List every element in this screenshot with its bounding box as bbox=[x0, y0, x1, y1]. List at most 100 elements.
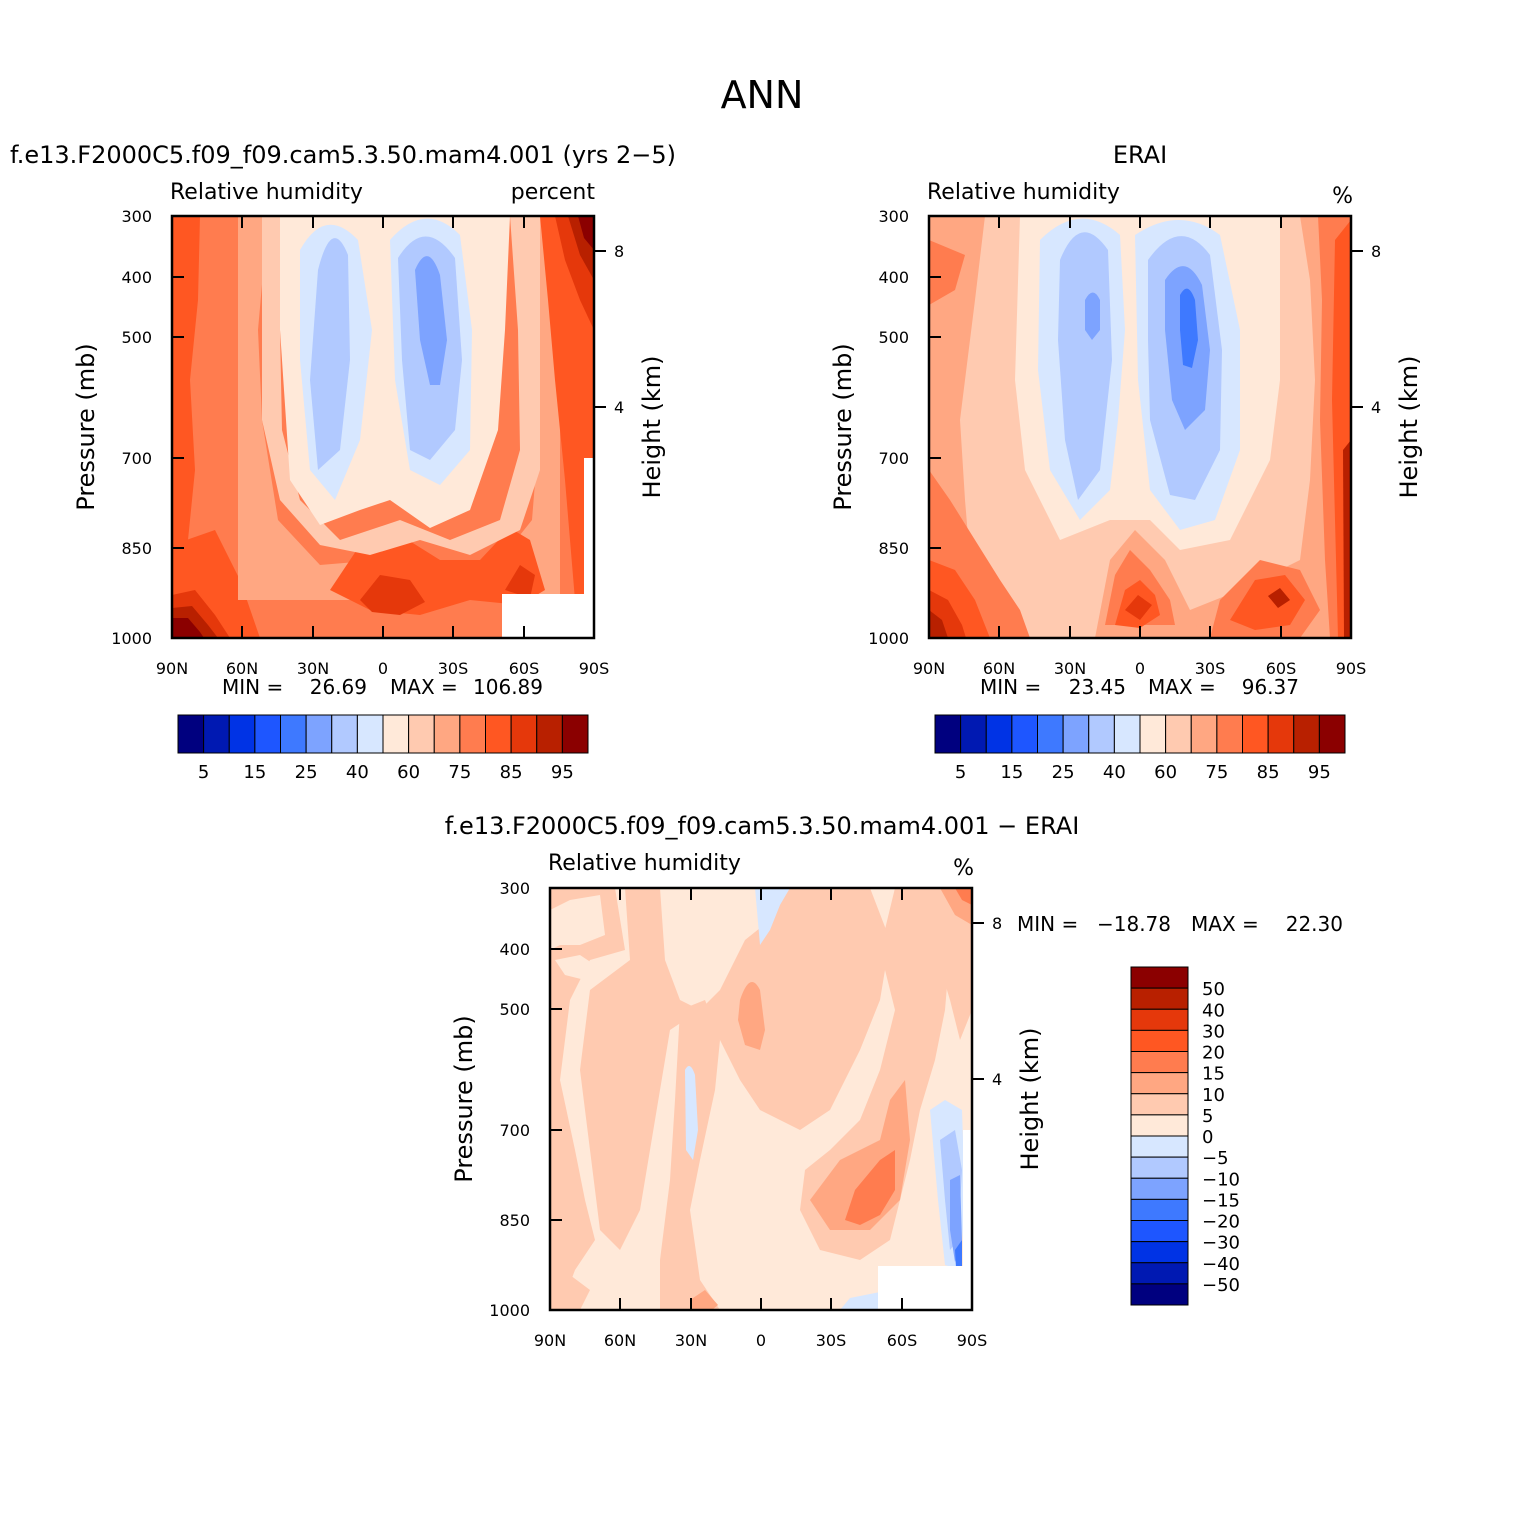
contour-fill bbox=[738, 982, 765, 1050]
missing-data-mask bbox=[584, 458, 594, 638]
colorbar-label: 15 bbox=[1000, 762, 1023, 783]
contour-fill bbox=[955, 1240, 962, 1268]
x-tick-label: 90S bbox=[579, 659, 610, 678]
y2-tick-label: 8 bbox=[992, 914, 1002, 933]
min-max-readout: MIN = −18.78 MAX = 22.30 bbox=[1017, 912, 1343, 936]
contour-fill bbox=[1180, 288, 1198, 368]
y-tick-label: 1000 bbox=[111, 629, 152, 648]
panel-obs-contours bbox=[929, 216, 1351, 638]
figure-title: ANN bbox=[721, 73, 804, 117]
colorbar-box bbox=[280, 714, 307, 754]
contour-fill bbox=[1125, 595, 1152, 620]
y-tick-label: 400 bbox=[121, 268, 152, 287]
x-tick-label: 0 bbox=[378, 659, 388, 678]
colorbar-label: 5 bbox=[198, 762, 209, 783]
min-value: 26.69 bbox=[310, 675, 367, 699]
colorbar-label: 5 bbox=[1202, 1106, 1213, 1127]
min-label: MIN = bbox=[1017, 912, 1078, 936]
panel-obs-units: % bbox=[1332, 184, 1353, 209]
colorbar-model: 5 15 25 40 60 75 85 95 bbox=[177, 714, 589, 783]
colorbar-box bbox=[1130, 966, 1189, 989]
y-tick-label: 700 bbox=[499, 1121, 530, 1140]
colorbar-box bbox=[1216, 714, 1243, 754]
colorbar-box bbox=[1037, 714, 1064, 754]
panel-obs-var-label: Relative humidity bbox=[927, 180, 1120, 205]
contour-fill bbox=[1085, 292, 1100, 340]
panel-obs: ERAI Relative humidity % bbox=[829, 141, 1423, 783]
colorbar-box bbox=[561, 714, 589, 754]
y-tick-label: 1000 bbox=[489, 1301, 530, 1320]
max-value: 96.37 bbox=[1242, 675, 1299, 699]
contour-fill bbox=[550, 1275, 590, 1310]
colorbar-box bbox=[510, 714, 538, 754]
colorbar-box bbox=[1130, 1177, 1189, 1200]
y2-tick-label: 8 bbox=[614, 242, 624, 261]
y-tick-label: 500 bbox=[499, 1000, 530, 1019]
panel-model: f.e13.F2000C5.f09_f09.cam5.3.50.mam4.001… bbox=[10, 141, 676, 783]
contour-fill bbox=[845, 1150, 895, 1225]
colorbar-box bbox=[177, 714, 205, 754]
panel-diff-units: % bbox=[953, 856, 974, 881]
contour-fill bbox=[310, 238, 350, 470]
y2-axis-label: Height (km) bbox=[1016, 1028, 1044, 1171]
max-value: 22.30 bbox=[1286, 912, 1343, 936]
colorbar-box bbox=[1130, 1114, 1189, 1137]
colorbar-box bbox=[1113, 714, 1141, 754]
contour-fill bbox=[840, 1292, 890, 1310]
colorbar-box bbox=[1130, 1135, 1189, 1158]
tick-marks bbox=[171, 215, 606, 639]
colorbar-box bbox=[408, 714, 435, 754]
y-tick-labels: 300 400 500 700 850 1000 bbox=[111, 207, 152, 648]
colorbar-label: −50 bbox=[1202, 1275, 1240, 1296]
colorbar-box bbox=[305, 714, 333, 754]
colorbar-box bbox=[1130, 1241, 1189, 1264]
colorbar-box bbox=[1318, 714, 1346, 754]
contour-fill bbox=[540, 216, 594, 600]
colorbar-box bbox=[1130, 1008, 1189, 1031]
colorbar-box bbox=[433, 714, 461, 754]
y-tick-label: 850 bbox=[121, 539, 152, 558]
max-label: MAX = bbox=[1148, 675, 1216, 699]
y-tick-label: 300 bbox=[121, 207, 152, 226]
colorbar-box bbox=[1130, 1029, 1189, 1052]
panel-diff: f.e13.F2000C5.f09_f09.cam5.3.50.mam4.001… bbox=[445, 812, 1343, 1350]
x-tick-label: 60S bbox=[1266, 659, 1297, 678]
colorbar-label: 40 bbox=[1202, 1000, 1225, 1021]
x-tick-label: 60N bbox=[226, 659, 258, 678]
colorbar-label: 85 bbox=[1257, 762, 1280, 783]
contour-fill bbox=[755, 888, 790, 945]
contour-fill bbox=[578, 216, 594, 250]
colorbar-box bbox=[1293, 714, 1320, 754]
x-tick-label: 60N bbox=[604, 1331, 636, 1350]
colorbar-box bbox=[1130, 1093, 1189, 1116]
colorbar-label: 95 bbox=[551, 762, 574, 783]
colorbar-box bbox=[254, 714, 281, 754]
y2-tick-label: 4 bbox=[1371, 398, 1381, 417]
contour-fill bbox=[690, 1290, 718, 1310]
colorbar-label: 0 bbox=[1202, 1127, 1213, 1148]
contour-fill bbox=[929, 240, 965, 305]
y-tick-label: 850 bbox=[878, 539, 909, 558]
colorbar-label: 60 bbox=[397, 762, 420, 783]
colorbar-box bbox=[459, 714, 486, 754]
panel-model-units: percent bbox=[511, 180, 596, 205]
x-tick-label: 30N bbox=[675, 1331, 707, 1350]
colorbar-label: 95 bbox=[1308, 762, 1331, 783]
colorbar-box bbox=[1139, 714, 1167, 754]
colorbar-box bbox=[1165, 714, 1192, 754]
colorbar-label: 15 bbox=[1202, 1064, 1225, 1085]
colorbar-obs: 5 15 25 40 60 75 85 95 bbox=[934, 714, 1346, 783]
colorbar-box bbox=[536, 714, 563, 754]
missing-data-mask bbox=[963, 1130, 972, 1310]
y-tick-label: 400 bbox=[499, 940, 530, 959]
contour-fill bbox=[950, 1175, 962, 1262]
contour-fill bbox=[1230, 575, 1305, 630]
min-max-readout: MIN = 23.45 MAX = 96.37 bbox=[980, 675, 1299, 699]
colorbar-box bbox=[1130, 1072, 1189, 1095]
y-tick-labels: 300 400 500 700 850 1000 bbox=[489, 879, 530, 1320]
colorbar-box bbox=[1267, 714, 1295, 754]
colorbar-box bbox=[203, 714, 230, 754]
x-tick-label: 0 bbox=[756, 1331, 766, 1350]
